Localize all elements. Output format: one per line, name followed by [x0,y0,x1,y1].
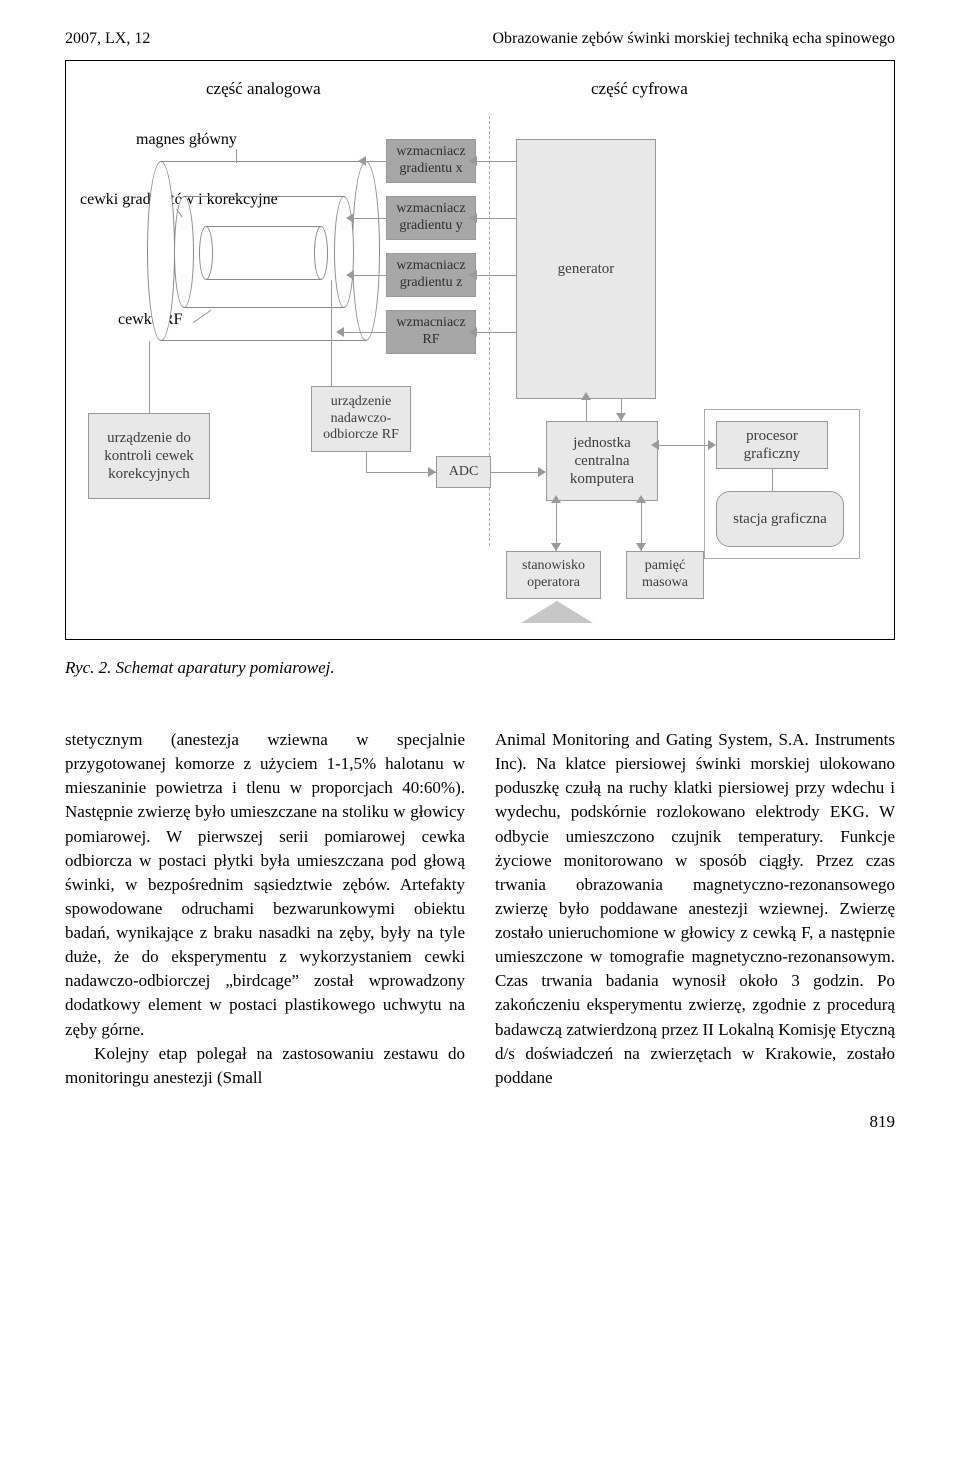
arrow [428,467,436,477]
arrow [469,270,477,280]
monitor-stand-icon [521,601,593,623]
arrow [616,413,626,421]
box-generator: generator [516,139,656,399]
group-graphics [704,409,860,559]
arrow [551,543,561,551]
header-left: 2007, LX, 12 [65,30,150,48]
body-columns: stetycznym (anestezja wziewna w specjaln… [65,728,895,1090]
arrow [551,495,561,503]
wire [149,341,150,413]
wire [354,275,386,276]
wire [366,452,367,472]
arrow [346,270,354,280]
arrow [336,327,344,337]
wire [476,218,516,219]
wire [331,280,332,386]
leader [236,149,237,163]
box-jednostka: jednostka centralna komputera [546,421,658,501]
box-stanowisko: stanowisko operatora [506,551,601,599]
wire [491,472,539,473]
arrow [469,213,477,223]
wire [476,275,516,276]
box-kontrola: urządzenie do kontroli cewek korekcyjnyc… [88,413,210,499]
wire [344,332,386,333]
box-adc: ADC [436,456,491,488]
arrow [538,467,546,477]
arrow [651,440,659,450]
box-wrf: wzmacniacz RF [386,310,476,354]
arrow [358,156,366,166]
box-wy: wzmacniacz gradientu y [386,196,476,240]
arrow [469,156,477,166]
column-left: stetycznym (anestezja wziewna w specjaln… [65,728,465,1090]
wire [476,332,516,333]
section-right-label: część cyfrowa [591,79,688,99]
figure-caption: Ryc. 2. Schemat aparatury pomiarowej. [65,658,895,678]
arrow [636,495,646,503]
wire [366,472,411,473]
figure-diagram: część analogowa część cyfrowa magnes głó… [65,60,895,640]
arrow [636,543,646,551]
column-right: Animal Monitoring and Gating System, S.A… [495,728,895,1090]
box-wx: wzmacniacz gradientu x [386,139,476,183]
label-magnes: magnes główny [136,131,237,149]
header-right: Obrazowanie zębów świnki morskiej techni… [492,30,895,48]
arrow [346,213,354,223]
arrow [581,392,591,400]
wire [366,161,386,162]
cylinder-rf [206,226,321,280]
wire [586,399,587,421]
page-number: 819 [65,1112,895,1132]
box-nadawczo: urządzenie nadawczo-odbiorcze RF [311,386,411,452]
wire [658,445,708,446]
box-pamiec: pamięć masowa [626,551,704,599]
arrow [469,327,477,337]
box-wz: wzmacniacz gradientu z [386,253,476,297]
wire [476,161,516,162]
wire [354,218,386,219]
running-header: 2007, LX, 12 Obrazowanie zębów świnki mo… [65,30,895,48]
section-left-label: część analogowa [206,79,321,99]
